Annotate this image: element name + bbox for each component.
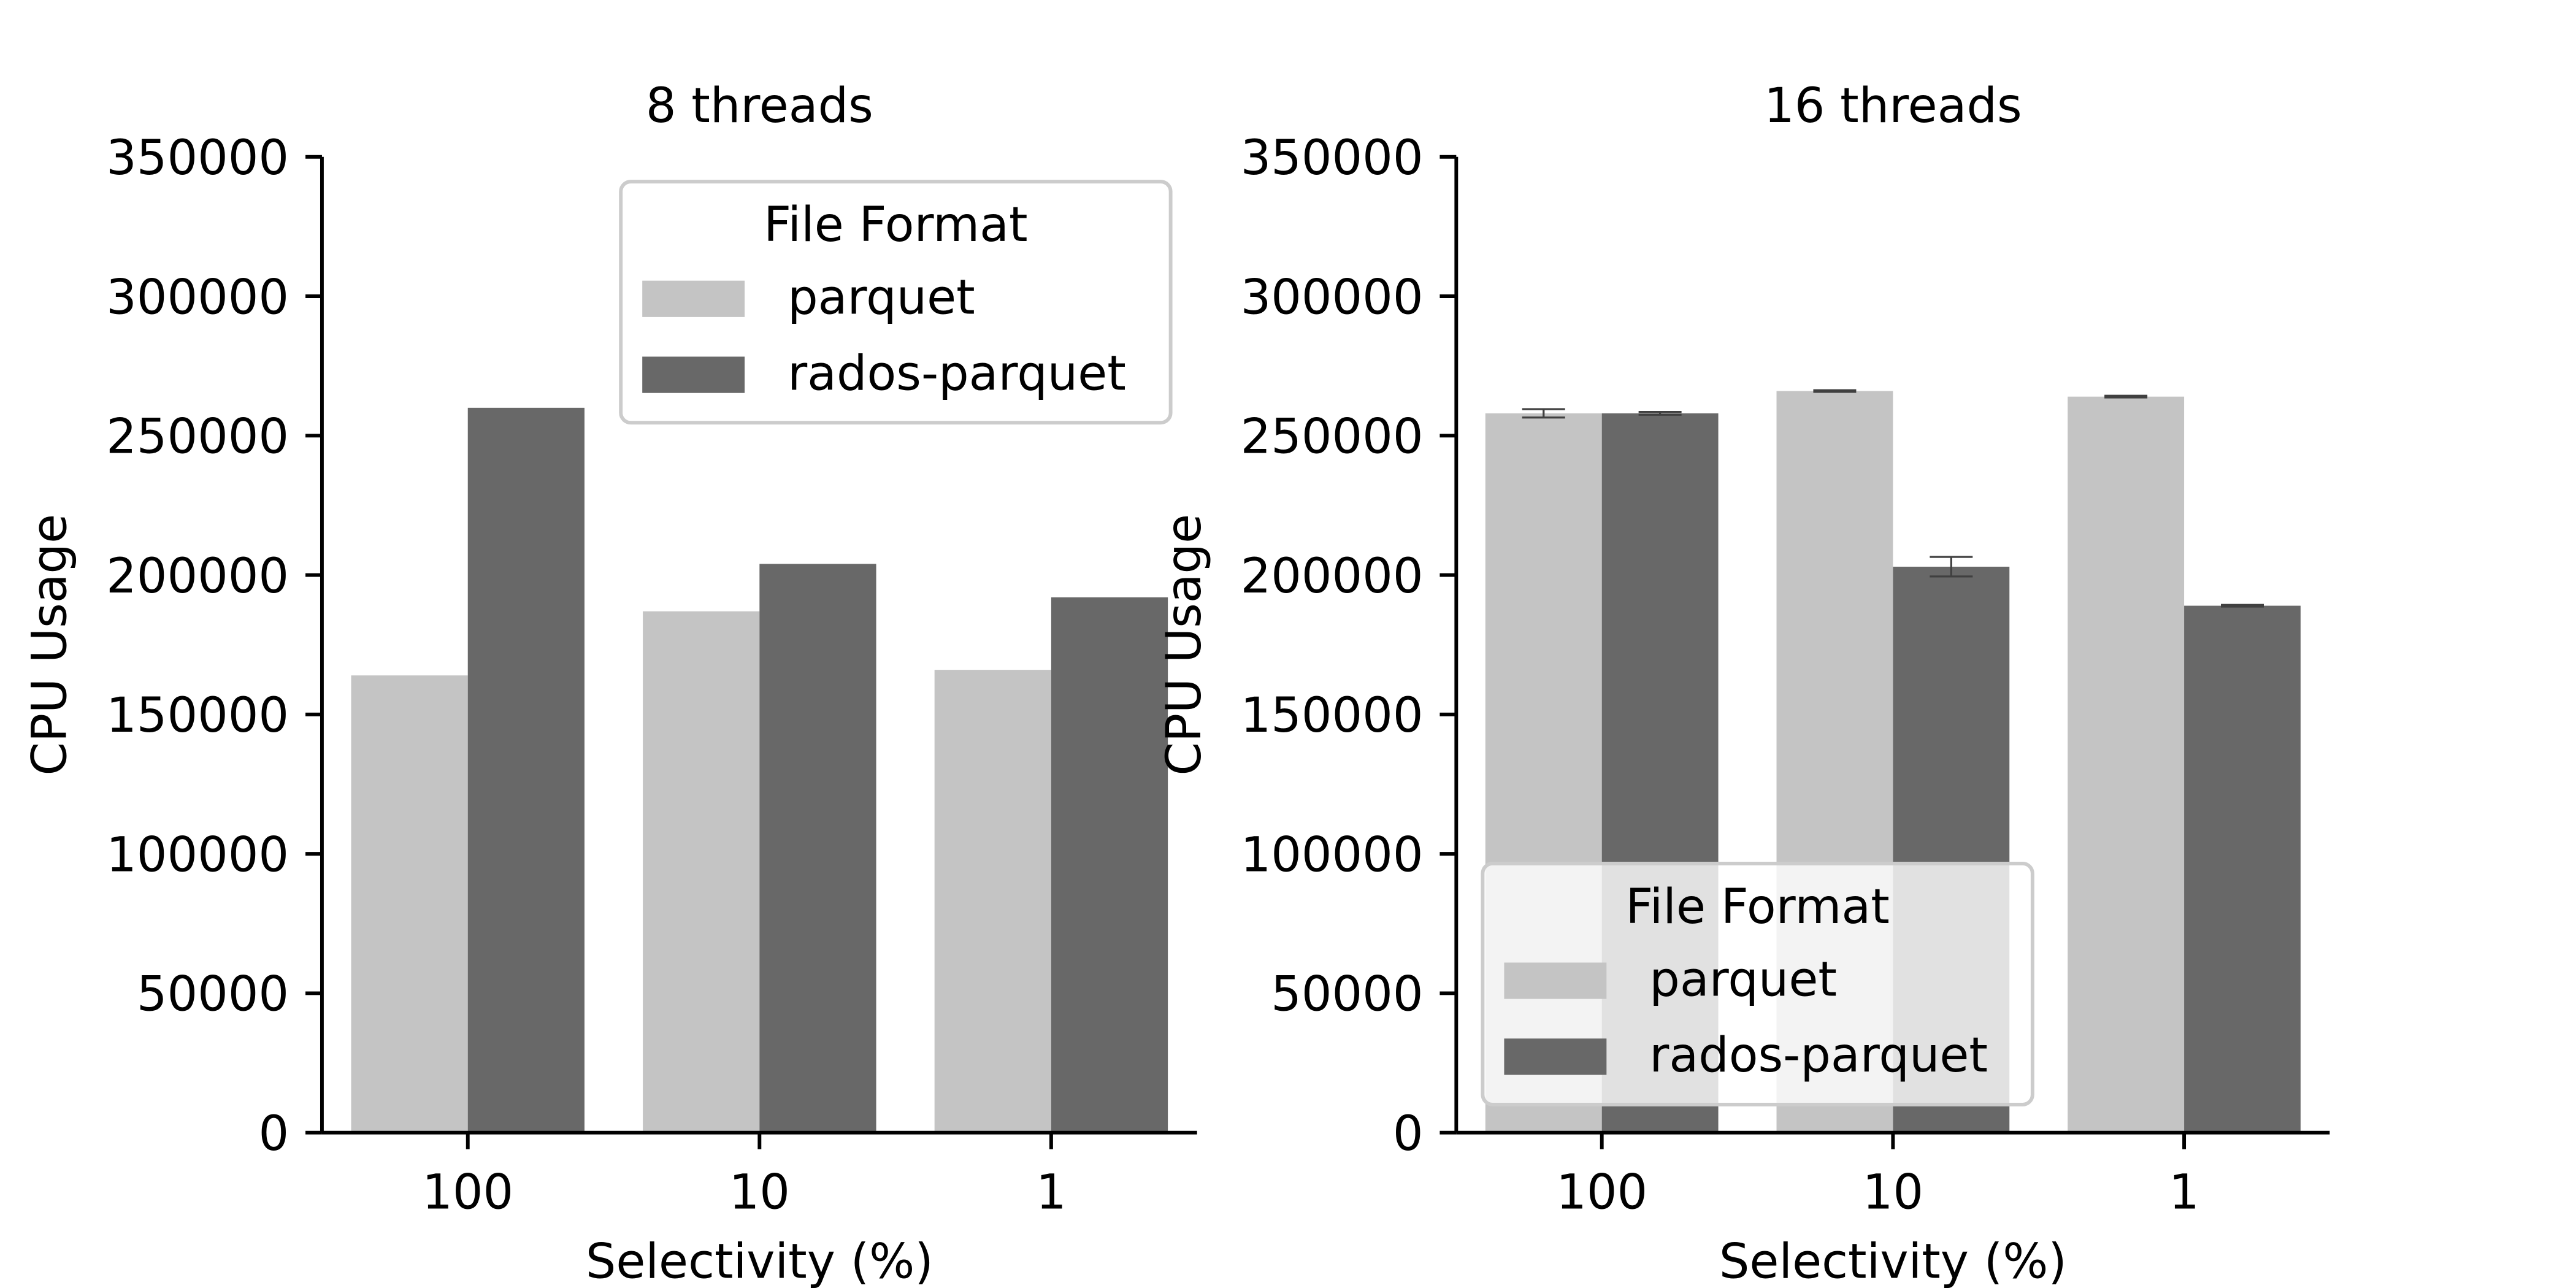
- y-tick-label: 0: [1393, 1106, 1424, 1162]
- y-tick-label: 300000: [106, 270, 289, 325]
- bar-rados-parquet-1: [1051, 597, 1168, 1133]
- y-axis-label: CPU Usage: [23, 514, 78, 776]
- x-tick-label: 1: [2169, 1165, 2199, 1221]
- legend-label-rados-parquet: rados-parquet: [788, 346, 1126, 401]
- y-tick-label: 50000: [137, 967, 289, 1022]
- x-tick-label: 10: [729, 1165, 790, 1221]
- legend-title: File Format: [764, 197, 1027, 253]
- y-tick-label: 300000: [1241, 270, 1424, 325]
- y-tick-label: 150000: [1241, 688, 1424, 743]
- legend-swatch-parquet: [1504, 962, 1607, 999]
- y-tick-label: 350000: [1241, 131, 1424, 186]
- legend-label-rados-parquet: rados-parquet: [1649, 1028, 1988, 1083]
- legend-swatch-rados-parquet: [1504, 1038, 1607, 1075]
- y-tick-label: 350000: [106, 131, 289, 186]
- y-tick-label: 100000: [106, 827, 289, 883]
- bar-rados-parquet-10: [759, 564, 876, 1133]
- y-tick-label: 200000: [1241, 549, 1424, 604]
- legend: File Format parquet rados-parquet: [619, 180, 1173, 425]
- chart-title: 16 threads: [1764, 79, 2022, 134]
- y-tick-label: 100000: [1241, 827, 1424, 883]
- error-bar-parquet-1: [2104, 394, 2148, 399]
- x-tick-label: 100: [422, 1165, 513, 1221]
- bar-parquet-10: [643, 611, 760, 1133]
- chart-16-threads: 0 50000 100000 150000 200000 250000 300000 3500…: [1157, 79, 2330, 1288]
- legend-title: File Format: [1625, 880, 1889, 935]
- error-bar-parquet-100: [1522, 408, 1565, 419]
- bar-rados-parquet-1: [2184, 605, 2301, 1133]
- legend-swatch-rados-parquet: [642, 356, 745, 393]
- bar-parquet-1: [934, 670, 1051, 1133]
- y-tick-label: 50000: [1271, 967, 1423, 1022]
- y-tick-label: 250000: [106, 410, 289, 465]
- error-bar-rados-parquet-100: [1638, 411, 1682, 416]
- error-bar-parquet-10: [1813, 389, 1857, 393]
- chart-title: 8 threads: [646, 79, 873, 134]
- legend-swatch-parquet: [642, 280, 745, 317]
- error-bar-rados-parquet-10: [1930, 556, 1973, 578]
- error-bar-rados-parquet-1: [2221, 604, 2264, 608]
- legend-label-parquet: parquet: [788, 270, 975, 325]
- y-axis-label: CPU Usage: [1157, 514, 1212, 776]
- legend-label-parquet: parquet: [1649, 952, 1837, 1007]
- y-tick-label: 250000: [1241, 410, 1424, 465]
- x-tick-label: 100: [1556, 1165, 1647, 1221]
- legend: File Format parquet rados-parquet: [1481, 861, 2034, 1106]
- bar-rados-parquet-100: [467, 407, 585, 1133]
- x-axis-label: Selectivity (%): [1719, 1235, 2067, 1288]
- x-tick-label: 1: [1036, 1165, 1067, 1221]
- y-tick-label: 0: [258, 1106, 289, 1162]
- y-tick-label: 150000: [106, 688, 289, 743]
- x-tick-label: 10: [1863, 1165, 1923, 1221]
- legend-box: [1481, 861, 2034, 1106]
- legend-box: [619, 180, 1173, 425]
- x-axis-label: Selectivity (%): [586, 1235, 933, 1288]
- bar-parquet-1: [2068, 396, 2185, 1133]
- bar-parquet-100: [351, 675, 468, 1133]
- y-tick-label: 200000: [106, 549, 289, 604]
- chart-8-threads: 0 50000 100000 150000 200000 250000 300000 3500…: [23, 79, 1197, 1288]
